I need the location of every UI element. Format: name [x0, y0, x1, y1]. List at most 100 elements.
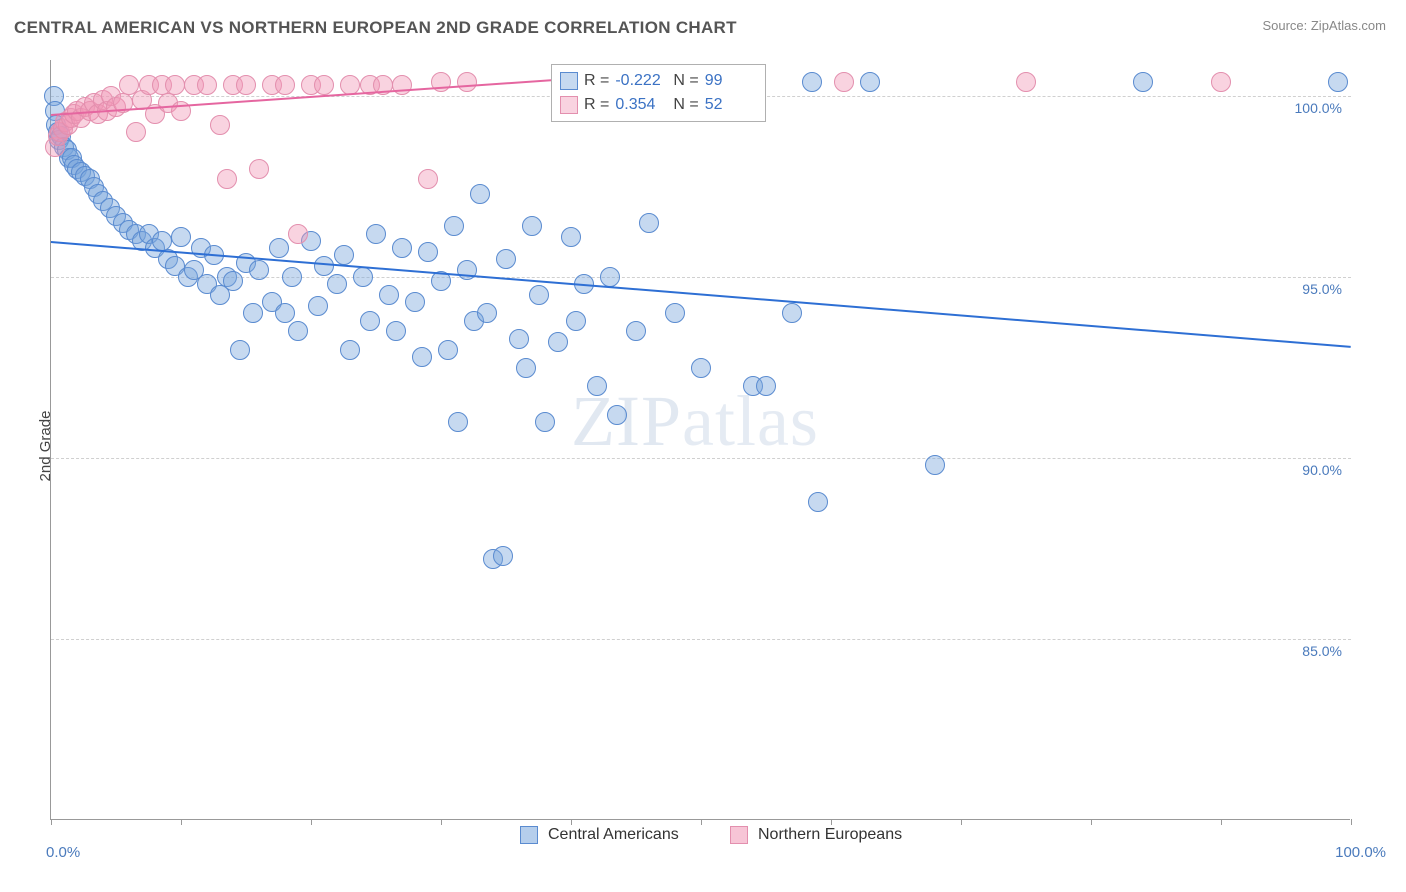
- y-tick-label: 100.0%: [1295, 100, 1342, 116]
- data-point: [165, 75, 185, 95]
- data-point: [691, 358, 711, 378]
- data-point: [197, 75, 217, 95]
- data-point: [379, 285, 399, 305]
- data-point: [925, 455, 945, 475]
- stat-r-value: -0.222: [615, 69, 667, 93]
- data-point: [522, 216, 542, 236]
- stat-n-label: N =: [673, 69, 698, 93]
- data-point: [269, 238, 289, 258]
- correlation-stats-box: R =-0.222 N =99R =0.354 N =52: [551, 64, 766, 122]
- legend-item: Central Americans: [520, 826, 679, 844]
- data-point: [366, 224, 386, 244]
- y-tick-label: 95.0%: [1302, 281, 1342, 297]
- gridline: [51, 458, 1351, 459]
- data-point: [834, 72, 854, 92]
- data-point: [600, 267, 620, 287]
- data-point: [607, 405, 627, 425]
- data-point: [493, 546, 513, 566]
- source-label: Source:: [1262, 18, 1310, 33]
- data-point: [275, 75, 295, 95]
- data-point: [509, 329, 529, 349]
- data-point: [1016, 72, 1036, 92]
- data-point: [529, 285, 549, 305]
- data-point: [444, 216, 464, 236]
- legend-swatch: [730, 826, 748, 844]
- stat-n-label: N =: [673, 93, 698, 117]
- data-point: [392, 75, 412, 95]
- data-point: [314, 256, 334, 276]
- legend-item: Northern Europeans: [730, 826, 902, 844]
- x-tick: [961, 819, 962, 825]
- gridline: [51, 277, 1351, 278]
- data-point: [587, 376, 607, 396]
- data-point: [314, 75, 334, 95]
- data-point: [566, 311, 586, 331]
- data-point: [327, 274, 347, 294]
- data-point: [1211, 72, 1231, 92]
- data-point: [1133, 72, 1153, 92]
- legend-label: Central Americans: [548, 826, 679, 844]
- series-swatch: [560, 72, 578, 90]
- data-point: [782, 303, 802, 323]
- x-tick: [441, 819, 442, 825]
- scatter-plot-area: ZIPatlas 85.0%90.0%95.0%100.0%R =-0.222 …: [50, 60, 1350, 820]
- data-point: [561, 227, 581, 247]
- data-point: [308, 296, 328, 316]
- data-point: [756, 376, 776, 396]
- stat-r-label: R =: [584, 93, 609, 117]
- data-point: [126, 122, 146, 142]
- watermark-text: ZIPatlas: [571, 380, 819, 463]
- stat-n-value: 99: [705, 69, 757, 93]
- data-point: [217, 169, 237, 189]
- data-point: [535, 412, 555, 432]
- x-tick: [51, 819, 52, 825]
- x-axis-max-label: 100.0%: [1335, 844, 1386, 861]
- data-point: [412, 347, 432, 367]
- data-point: [340, 340, 360, 360]
- data-point: [418, 169, 438, 189]
- data-point: [243, 303, 263, 323]
- data-point: [392, 238, 412, 258]
- data-point: [626, 321, 646, 341]
- data-point: [639, 213, 659, 233]
- trend-line: [51, 241, 1351, 348]
- data-point: [275, 303, 295, 323]
- chart-title: CENTRAL AMERICAN VS NORTHERN EUROPEAN 2N…: [14, 18, 737, 38]
- gridline: [51, 639, 1351, 640]
- data-point: [516, 358, 536, 378]
- data-point: [1328, 72, 1348, 92]
- y-tick-label: 85.0%: [1302, 643, 1342, 659]
- data-point: [448, 412, 468, 432]
- data-point: [236, 75, 256, 95]
- x-tick: [311, 819, 312, 825]
- data-point: [152, 231, 172, 251]
- x-tick: [1091, 819, 1092, 825]
- data-point: [249, 159, 269, 179]
- x-tick: [701, 819, 702, 825]
- y-tick-label: 90.0%: [1302, 462, 1342, 478]
- data-point: [418, 242, 438, 262]
- data-point: [360, 311, 380, 331]
- data-point: [470, 184, 490, 204]
- x-tick: [1351, 819, 1352, 825]
- watermark-bold: ZIP: [571, 381, 682, 461]
- data-point: [353, 267, 373, 287]
- legend-swatch: [520, 826, 538, 844]
- legend-label: Northern Europeans: [758, 826, 902, 844]
- stat-r-label: R =: [584, 69, 609, 93]
- data-point: [334, 245, 354, 265]
- data-point: [230, 340, 250, 360]
- series-swatch: [560, 96, 578, 114]
- x-tick: [571, 819, 572, 825]
- data-point: [548, 332, 568, 352]
- x-axis-min-label: 0.0%: [46, 844, 80, 861]
- data-point: [223, 271, 243, 291]
- data-point: [665, 303, 685, 323]
- data-point: [405, 292, 425, 312]
- data-point: [802, 72, 822, 92]
- data-point: [477, 303, 497, 323]
- data-point: [808, 492, 828, 512]
- data-point: [860, 72, 880, 92]
- data-point: [288, 321, 308, 341]
- data-point: [457, 72, 477, 92]
